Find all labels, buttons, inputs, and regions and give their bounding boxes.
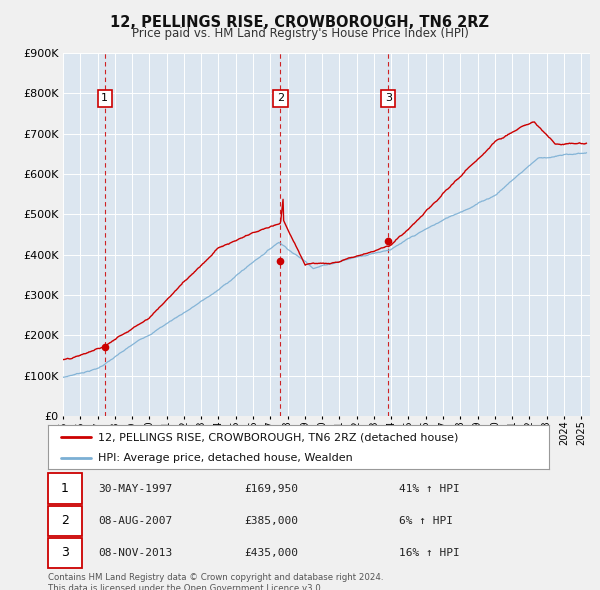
- Text: 16% ↑ HPI: 16% ↑ HPI: [398, 548, 460, 558]
- Text: 2: 2: [61, 514, 69, 527]
- Text: 12, PELLINGS RISE, CROWBOROUGH, TN6 2RZ: 12, PELLINGS RISE, CROWBOROUGH, TN6 2RZ: [110, 15, 490, 30]
- Text: Price paid vs. HM Land Registry's House Price Index (HPI): Price paid vs. HM Land Registry's House …: [131, 27, 469, 40]
- Text: 6% ↑ HPI: 6% ↑ HPI: [398, 516, 453, 526]
- Text: 12, PELLINGS RISE, CROWBOROUGH, TN6 2RZ (detached house): 12, PELLINGS RISE, CROWBOROUGH, TN6 2RZ …: [98, 432, 458, 442]
- Text: HPI: Average price, detached house, Wealden: HPI: Average price, detached house, Weal…: [98, 453, 353, 463]
- Text: 08-NOV-2013: 08-NOV-2013: [98, 548, 172, 558]
- Text: 1: 1: [61, 482, 69, 495]
- FancyBboxPatch shape: [48, 506, 82, 536]
- FancyBboxPatch shape: [48, 537, 82, 568]
- Text: £169,950: £169,950: [245, 484, 299, 494]
- Text: 41% ↑ HPI: 41% ↑ HPI: [398, 484, 460, 494]
- Text: 08-AUG-2007: 08-AUG-2007: [98, 516, 172, 526]
- Text: 2: 2: [277, 93, 284, 103]
- Text: 3: 3: [61, 546, 69, 559]
- Text: 1: 1: [101, 93, 108, 103]
- Text: £435,000: £435,000: [245, 548, 299, 558]
- Text: 3: 3: [385, 93, 392, 103]
- Text: £385,000: £385,000: [245, 516, 299, 526]
- Text: 30-MAY-1997: 30-MAY-1997: [98, 484, 172, 494]
- Text: Contains HM Land Registry data © Crown copyright and database right 2024.
This d: Contains HM Land Registry data © Crown c…: [48, 573, 383, 590]
- FancyBboxPatch shape: [48, 473, 82, 504]
